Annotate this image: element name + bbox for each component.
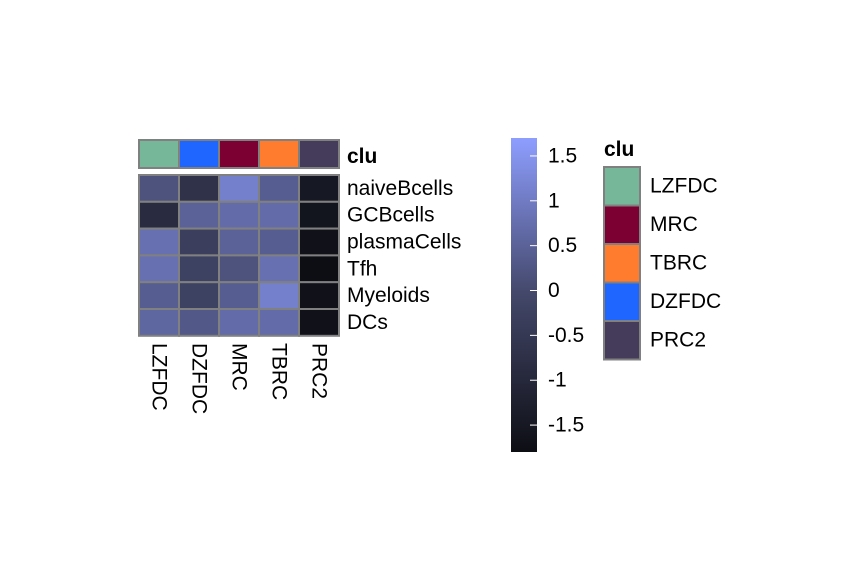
heatmap-cell-Myeloids-DZFDC <box>178 281 220 311</box>
legend-swatch-LZFDC <box>603 166 641 207</box>
annotation-cell-DZFDC <box>178 139 220 169</box>
heatmap-cell-GCBcells-MRC <box>218 200 260 230</box>
legend-swatch-TBRC <box>603 243 641 284</box>
heatmap-cells <box>138 174 340 337</box>
row-label-GCBcells: GCBcells <box>347 204 435 227</box>
heatmap-cell-plasmaCells-TBRC <box>258 227 300 257</box>
colorbar-tick-label: 1.5 <box>548 144 577 167</box>
heatmap-cell-plasmaCells-DZFDC <box>178 227 220 257</box>
annotation-cell-TBRC <box>258 139 300 169</box>
heatmap-cell-Myeloids-PRC2 <box>298 281 340 311</box>
heatmap-cell-GCBcells-PRC2 <box>298 200 340 230</box>
legend-label-TBRC: TBRC <box>650 252 707 275</box>
column-label-PRC2: PRC2 <box>308 343 331 399</box>
heatmap-cell-Tfh-TBRC <box>258 254 300 284</box>
heatmap-cell-Tfh-PRC2 <box>298 254 340 284</box>
heatmap-cell-plasmaCells-LZFDC <box>138 227 180 257</box>
colorbar <box>511 138 537 452</box>
colorbar-tick-label: 0.5 <box>548 234 577 257</box>
legend-label-LZFDC: LZFDC <box>650 175 718 198</box>
heatmap-cell-naiveBcells-TBRC <box>258 174 300 203</box>
heatmap-cell-naiveBcells-LZFDC <box>138 174 180 203</box>
heatmap-cell-Tfh-LZFDC <box>138 254 180 284</box>
heatmap-cell-Tfh-MRC <box>218 254 260 284</box>
row-label-plasmaCells: plasmaCells <box>347 231 461 254</box>
heatmap-cell-plasmaCells-MRC <box>218 227 260 257</box>
row-label-naiveBcells: naiveBcells <box>347 177 453 200</box>
heatmap-cell-Tfh-DZFDC <box>178 254 220 284</box>
heatmap-cell-DCs-MRC <box>218 308 260 337</box>
row-label-DCs: DCs <box>347 311 388 334</box>
heatmap-cell-naiveBcells-PRC2 <box>298 174 340 203</box>
colorbar-tick-label: -0.5 <box>548 324 584 347</box>
heatmap-cell-Myeloids-TBRC <box>258 281 300 311</box>
heatmap-cell-DCs-TBRC <box>258 308 300 337</box>
heatmap-cell-naiveBcells-MRC <box>218 174 260 203</box>
column-label-LZFDC: LZFDC <box>148 343 171 411</box>
heatmap-cell-GCBcells-TBRC <box>258 200 300 230</box>
column-label-TBRC: TBRC <box>268 343 291 400</box>
legend-swatch-MRC <box>603 204 641 245</box>
heatmap-cell-plasmaCells-PRC2 <box>298 227 340 257</box>
heatmap-cell-GCBcells-LZFDC <box>138 200 180 230</box>
colorbar-tick-label: -1 <box>548 369 567 392</box>
annotation-title: clu <box>347 145 377 168</box>
column-label-DZFDC: DZFDC <box>188 343 211 414</box>
legend-title: clu <box>604 138 634 161</box>
heatmap-cell-DCs-PRC2 <box>298 308 340 337</box>
annotation-cell-MRC <box>218 139 260 169</box>
heatmap-cell-GCBcells-DZFDC <box>178 200 220 230</box>
column-labels: LZFDC DZFDC MRC TBRC PRC2 <box>148 343 331 414</box>
row-labels: naiveBcells GCBcells plasmaCells Tfh Myeloid… <box>347 177 461 334</box>
annotation-bar <box>138 139 340 169</box>
annotation-cell-LZFDC <box>138 139 180 169</box>
row-label-Myeloids: Myeloids <box>347 284 430 307</box>
legend-label-PRC2: PRC2 <box>650 329 706 352</box>
annotation-cell-PRC2 <box>298 139 340 169</box>
colorbar-tick-label: -1.5 <box>548 414 584 437</box>
legend-swatch-DZFDC <box>603 281 641 322</box>
row-label-Tfh: Tfh <box>347 257 377 280</box>
heatmap-cell-Myeloids-LZFDC <box>138 281 180 311</box>
colorbar-ticks: 1.5 1 0.5 0 -0.5 -1 -1.5 <box>530 144 584 437</box>
column-label-MRC: MRC <box>228 343 251 391</box>
legend-items: LZFDC MRC TBRC DZFDC PRC2 <box>603 166 721 361</box>
heatmap-cell-DCs-LZFDC <box>138 308 180 337</box>
heatmap-cell-Myeloids-MRC <box>218 281 260 311</box>
legend-label-DZFDC: DZFDC <box>650 290 721 313</box>
colorbar-tick-label: 0 <box>548 279 560 302</box>
legend-swatch-PRC2 <box>603 320 641 361</box>
heatmap-cell-naiveBcells-DZFDC <box>178 174 220 203</box>
colorbar-tick-label: 1 <box>548 189 560 212</box>
heatmap-cell-DCs-DZFDC <box>178 308 220 337</box>
legend-label-MRC: MRC <box>650 213 698 236</box>
